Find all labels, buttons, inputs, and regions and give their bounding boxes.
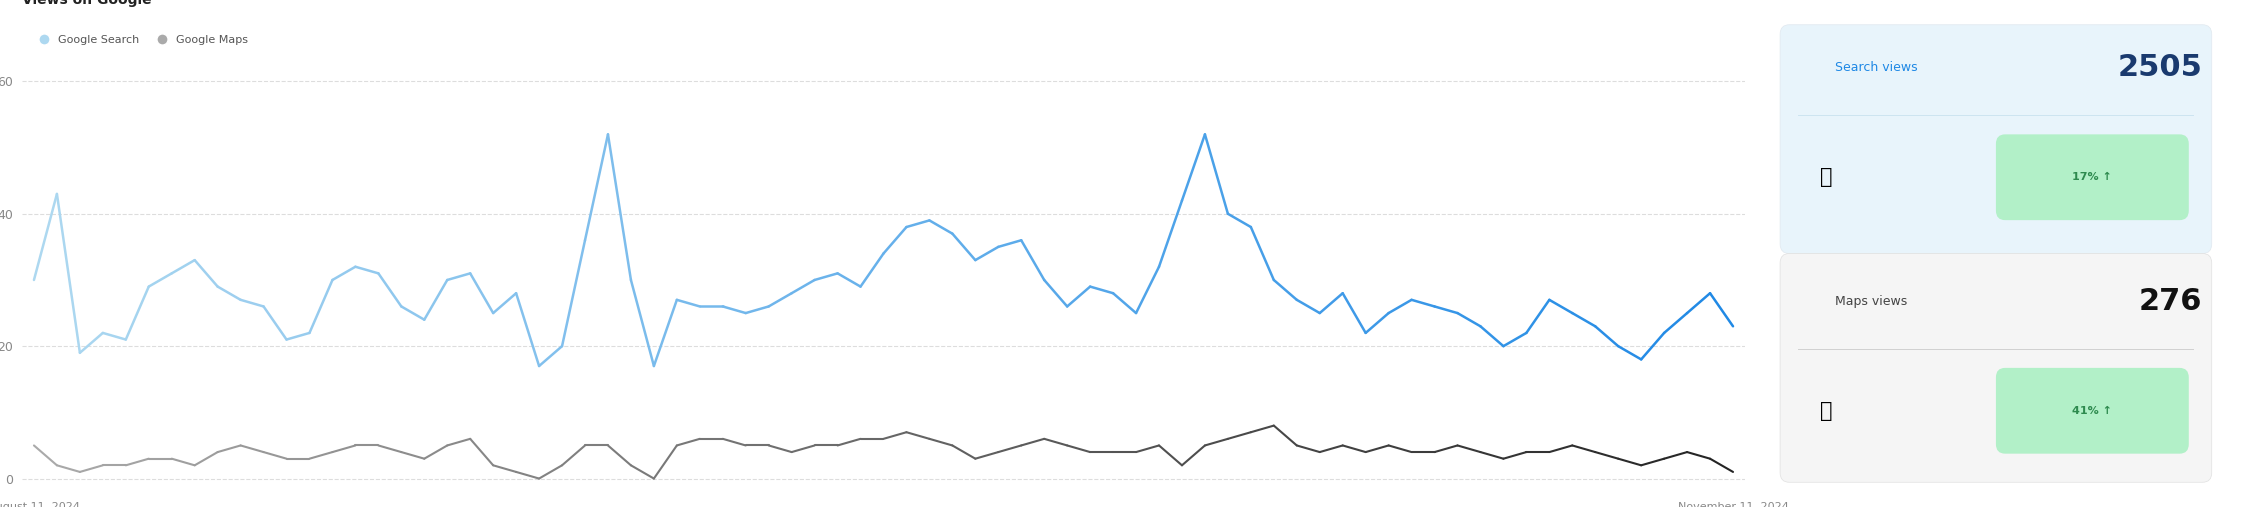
FancyBboxPatch shape xyxy=(1780,254,2212,482)
FancyBboxPatch shape xyxy=(1996,368,2190,454)
Text: 276: 276 xyxy=(2140,286,2203,316)
Text: Views on Google: Views on Google xyxy=(22,0,153,7)
Text: 2505: 2505 xyxy=(2118,53,2203,82)
Text: 41% ↑: 41% ↑ xyxy=(2073,406,2113,416)
Text: 17% ↑: 17% ↑ xyxy=(2073,172,2113,182)
FancyBboxPatch shape xyxy=(1780,25,2212,254)
Text: 📍: 📍 xyxy=(1821,401,1832,421)
Text: Maps views: Maps views xyxy=(1834,295,1909,308)
Legend: Google Search, Google Maps: Google Search, Google Maps xyxy=(27,30,252,49)
Text: 🔍: 🔍 xyxy=(1821,167,1832,187)
FancyBboxPatch shape xyxy=(1996,134,2190,220)
Text: Search views: Search views xyxy=(1834,61,1918,74)
